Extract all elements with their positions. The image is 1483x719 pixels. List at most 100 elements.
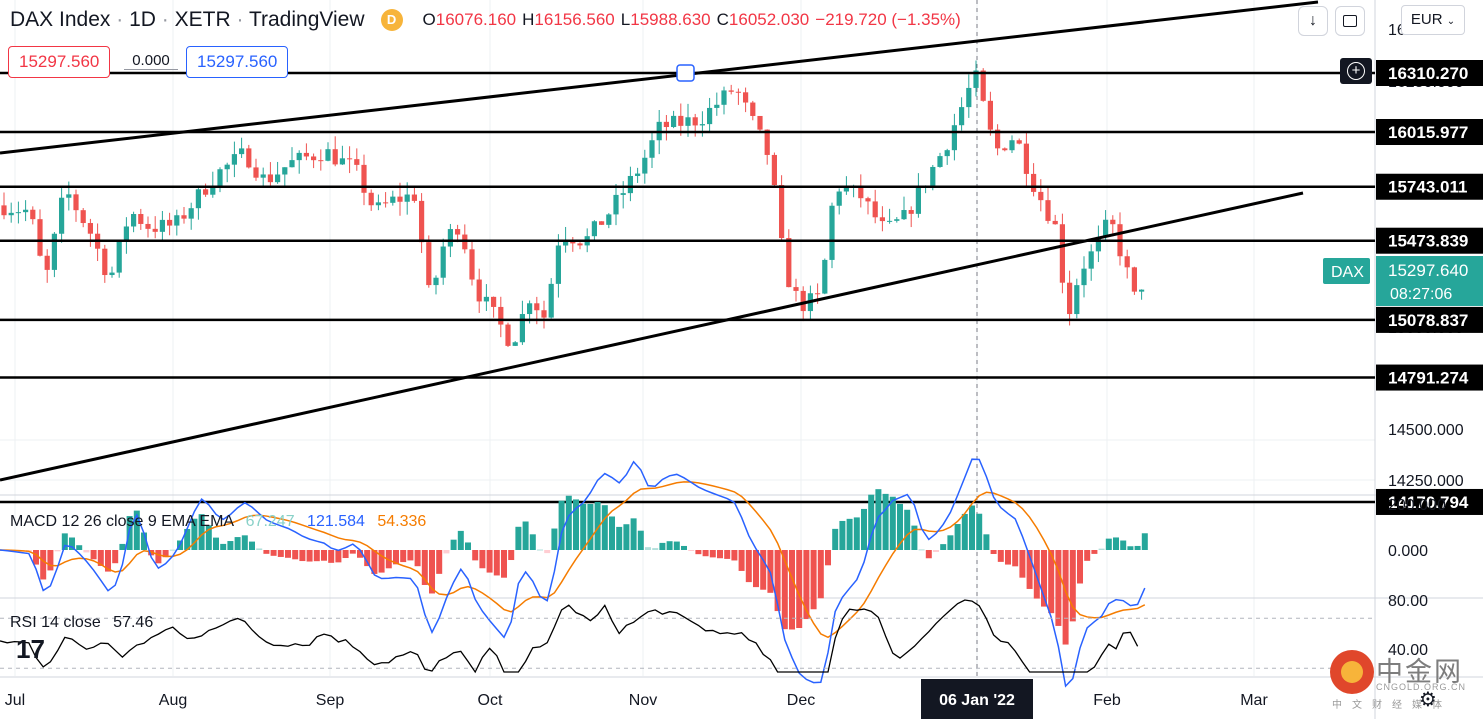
sell-button[interactable]: 15297.560 <box>8 46 111 78</box>
candle-body <box>15 212 21 214</box>
macd-histogram-value: 67.247 <box>245 513 295 530</box>
candle-body <box>534 303 540 311</box>
currency-select[interactable]: EUR ⌄ <box>1401 5 1465 35</box>
separator-dot: · <box>161 8 169 31</box>
symbol-title[interactable]: DAX Index · 1D · XETR · TradingView <box>10 8 365 32</box>
macd-histogram-bar <box>738 550 745 571</box>
macd-histogram-bar <box>364 550 371 567</box>
macd-histogram-bar <box>522 521 529 550</box>
candle-body <box>8 212 14 216</box>
macd-histogram-bar <box>472 550 479 561</box>
macd-histogram-bar <box>544 550 551 554</box>
candle-body <box>750 102 756 116</box>
candle-body <box>591 221 597 237</box>
candle-body <box>1131 267 1137 292</box>
rsi-legend: RSI 14 close 57.46 <box>10 614 153 632</box>
buy-button[interactable]: 15297.560 <box>186 46 289 78</box>
macd-histogram-bar <box>61 533 68 550</box>
quantity-input[interactable]: 0.000 <box>124 52 178 70</box>
candle-body <box>433 277 439 286</box>
scroll-to-latest-button[interactable]: ↓ <box>1298 6 1328 36</box>
macd-histogram-bar <box>1120 540 1127 550</box>
macd-histogram-bar <box>465 542 471 550</box>
candle-body <box>289 160 295 168</box>
candle-body <box>275 174 281 183</box>
candle-body <box>930 166 936 186</box>
plus-circle-icon: + <box>1347 62 1365 80</box>
candle-body <box>404 194 410 202</box>
candle-body <box>757 115 763 130</box>
candle-body <box>23 209 29 213</box>
macd-histogram-bar <box>868 494 875 550</box>
macd-histogram-bar <box>76 545 83 550</box>
macd-histogram-bar <box>587 503 594 550</box>
macd-histogram-bar <box>141 532 147 550</box>
change-value: −219.720 (−1.35%) <box>815 10 961 29</box>
macd-histogram-bar <box>133 510 140 550</box>
lower-trend-line[interactable] <box>0 191 1304 482</box>
candle-body <box>224 164 230 170</box>
delayed-data-badge[interactable]: D <box>380 9 403 31</box>
macd-histogram-bar <box>580 503 587 550</box>
candle-body <box>779 185 785 239</box>
candle-body <box>339 158 345 165</box>
candle-body <box>800 290 806 312</box>
macd-histogram-bar <box>220 543 227 550</box>
macd-histogram-bar <box>724 550 731 559</box>
currency-value: EUR <box>1410 11 1443 28</box>
candle-body <box>735 91 741 93</box>
macd-histogram-bar <box>421 550 428 585</box>
candle-body <box>109 272 115 276</box>
price-axis-tick: 14250.000 <box>1388 473 1464 490</box>
macd-histogram-bar <box>493 550 500 576</box>
upper-trend-line[interactable] <box>0 0 1319 155</box>
candle-body <box>829 205 835 260</box>
macd-histogram-bar <box>306 550 313 562</box>
open-label: O <box>422 10 436 29</box>
level-price-text: 16015.977 <box>1388 123 1468 142</box>
macd-histogram-bar <box>155 550 162 564</box>
macd-histogram-bar <box>292 550 299 560</box>
macd-histogram-bar <box>400 550 407 563</box>
gear-icon[interactable]: ⚙ <box>1419 687 1437 711</box>
candle-body <box>181 215 187 219</box>
add-alert-button[interactable]: + <box>1340 58 1372 84</box>
candle-body <box>764 129 770 155</box>
interval-label: 1D <box>129 8 156 31</box>
candle-body <box>455 229 461 235</box>
candle-body <box>563 239 569 246</box>
candle-body <box>498 306 504 325</box>
fullscreen-button[interactable] <box>1335 6 1365 36</box>
macd-histogram-bar <box>169 549 176 551</box>
macd-histogram-bar <box>961 513 968 550</box>
macd-histogram-bar <box>378 550 385 573</box>
low-value: 15988.630 <box>630 10 711 29</box>
macd-histogram-bar <box>97 550 104 566</box>
candle-body <box>901 210 907 220</box>
low-label: L <box>620 10 631 29</box>
macd-histogram-bar <box>83 550 90 553</box>
macd-histogram-bar <box>904 509 911 550</box>
macd-histogram-bar <box>515 526 522 550</box>
macd-histogram-bar <box>551 528 558 550</box>
tradingview-logo[interactable]: 17 <box>16 634 45 664</box>
candle-body <box>771 154 777 186</box>
candle-body <box>519 314 525 343</box>
macd-histogram-bar <box>565 495 572 550</box>
trend-line-handle[interactable] <box>676 64 695 82</box>
macd-histogram-bar <box>666 541 673 550</box>
candle-body <box>1059 224 1065 283</box>
candle-body <box>483 296 489 302</box>
macd-histogram-bar <box>997 550 1004 562</box>
candle-body <box>1031 173 1037 192</box>
macd-histogram-bar <box>342 550 349 559</box>
macd-histogram-bar <box>436 550 443 574</box>
macd-histogram-bar <box>825 550 831 566</box>
candle-body <box>995 129 1001 149</box>
candle-body <box>613 194 619 215</box>
macd-histogram-bar <box>702 550 709 557</box>
macd-histogram-bar <box>1048 550 1055 614</box>
macd-histogram-bar <box>1041 550 1047 607</box>
candle-body <box>210 185 216 195</box>
